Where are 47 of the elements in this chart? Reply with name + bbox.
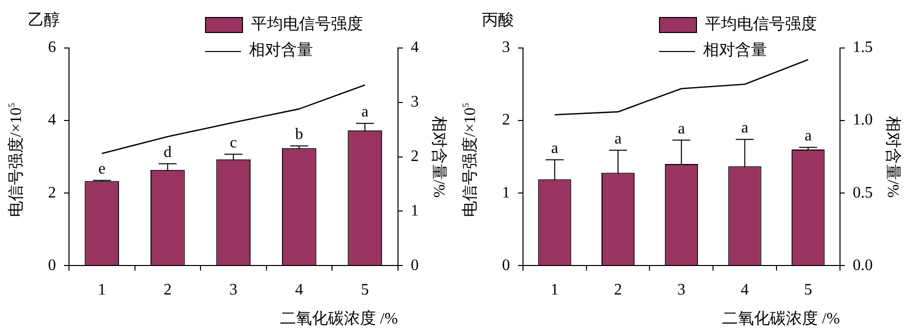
- annotation: d: [164, 144, 172, 161]
- x-tick-label: 3: [677, 281, 686, 298]
- x-tick-label: 1: [98, 281, 106, 298]
- y-tick-label: 2: [502, 112, 510, 129]
- annotation: a: [804, 128, 812, 145]
- annotation: a: [741, 120, 748, 137]
- x-tick-label: 2: [614, 281, 622, 298]
- legend-label: 平均电信号强度: [251, 14, 363, 35]
- x-tick-label: 5: [360, 281, 369, 298]
- x-axis-title: 二氧化碳浓度 /%: [280, 310, 398, 328]
- x-axis-title: 二氧化碳浓度 /%: [722, 310, 840, 328]
- y2-axis-title: 相对含量/%: [430, 116, 448, 198]
- legend-label: 相对含量: [249, 40, 313, 61]
- y-tick-label: 6: [48, 39, 56, 56]
- y2-axis-title: 相对含量/%: [884, 116, 902, 198]
- y2-tick-label: 3: [410, 94, 419, 111]
- x-tick-label: 4: [295, 281, 304, 298]
- legend-label: 相对含量: [703, 40, 767, 61]
- y2-tick-label: 1: [410, 202, 419, 220]
- annotation: e: [98, 160, 106, 178]
- y2-tick-label: 1.5: [852, 39, 873, 56]
- y2-tick-label: 0.0: [852, 256, 873, 274]
- x-tick-label: 2: [164, 281, 172, 298]
- y-tick-label: 2: [48, 184, 56, 202]
- chart-title: 乙醇: [28, 10, 60, 31]
- annotation: a: [614, 130, 622, 148]
- x-tick-label: 5: [804, 281, 812, 298]
- annotation: a: [678, 120, 685, 138]
- y-tick-label: 0: [502, 256, 510, 274]
- legend-label: 平均电信号强度: [705, 14, 817, 35]
- x-tick-label: 1: [550, 281, 559, 298]
- y2-tick-label: 0: [410, 256, 419, 274]
- chart-title: 丙酸: [482, 11, 514, 31]
- annotation: a: [551, 140, 558, 157]
- y-tick-label: 0: [48, 256, 56, 274]
- annotation: c: [230, 134, 237, 152]
- x-tick-label: 4: [740, 281, 749, 298]
- y-tick-label: 3: [502, 39, 510, 56]
- y2-tick-label: 2: [410, 148, 419, 166]
- y2-tick-label: 0.5: [852, 184, 873, 202]
- y2-tick-label: 1.0: [852, 112, 873, 129]
- y2-tick-label: 4: [410, 39, 419, 56]
- x-tick-label: 3: [229, 281, 238, 298]
- annotation: b: [295, 126, 304, 144]
- annotation: a: [361, 104, 368, 121]
- y-tick-label: 1: [502, 184, 510, 202]
- y-tick-label: 4: [48, 112, 56, 129]
